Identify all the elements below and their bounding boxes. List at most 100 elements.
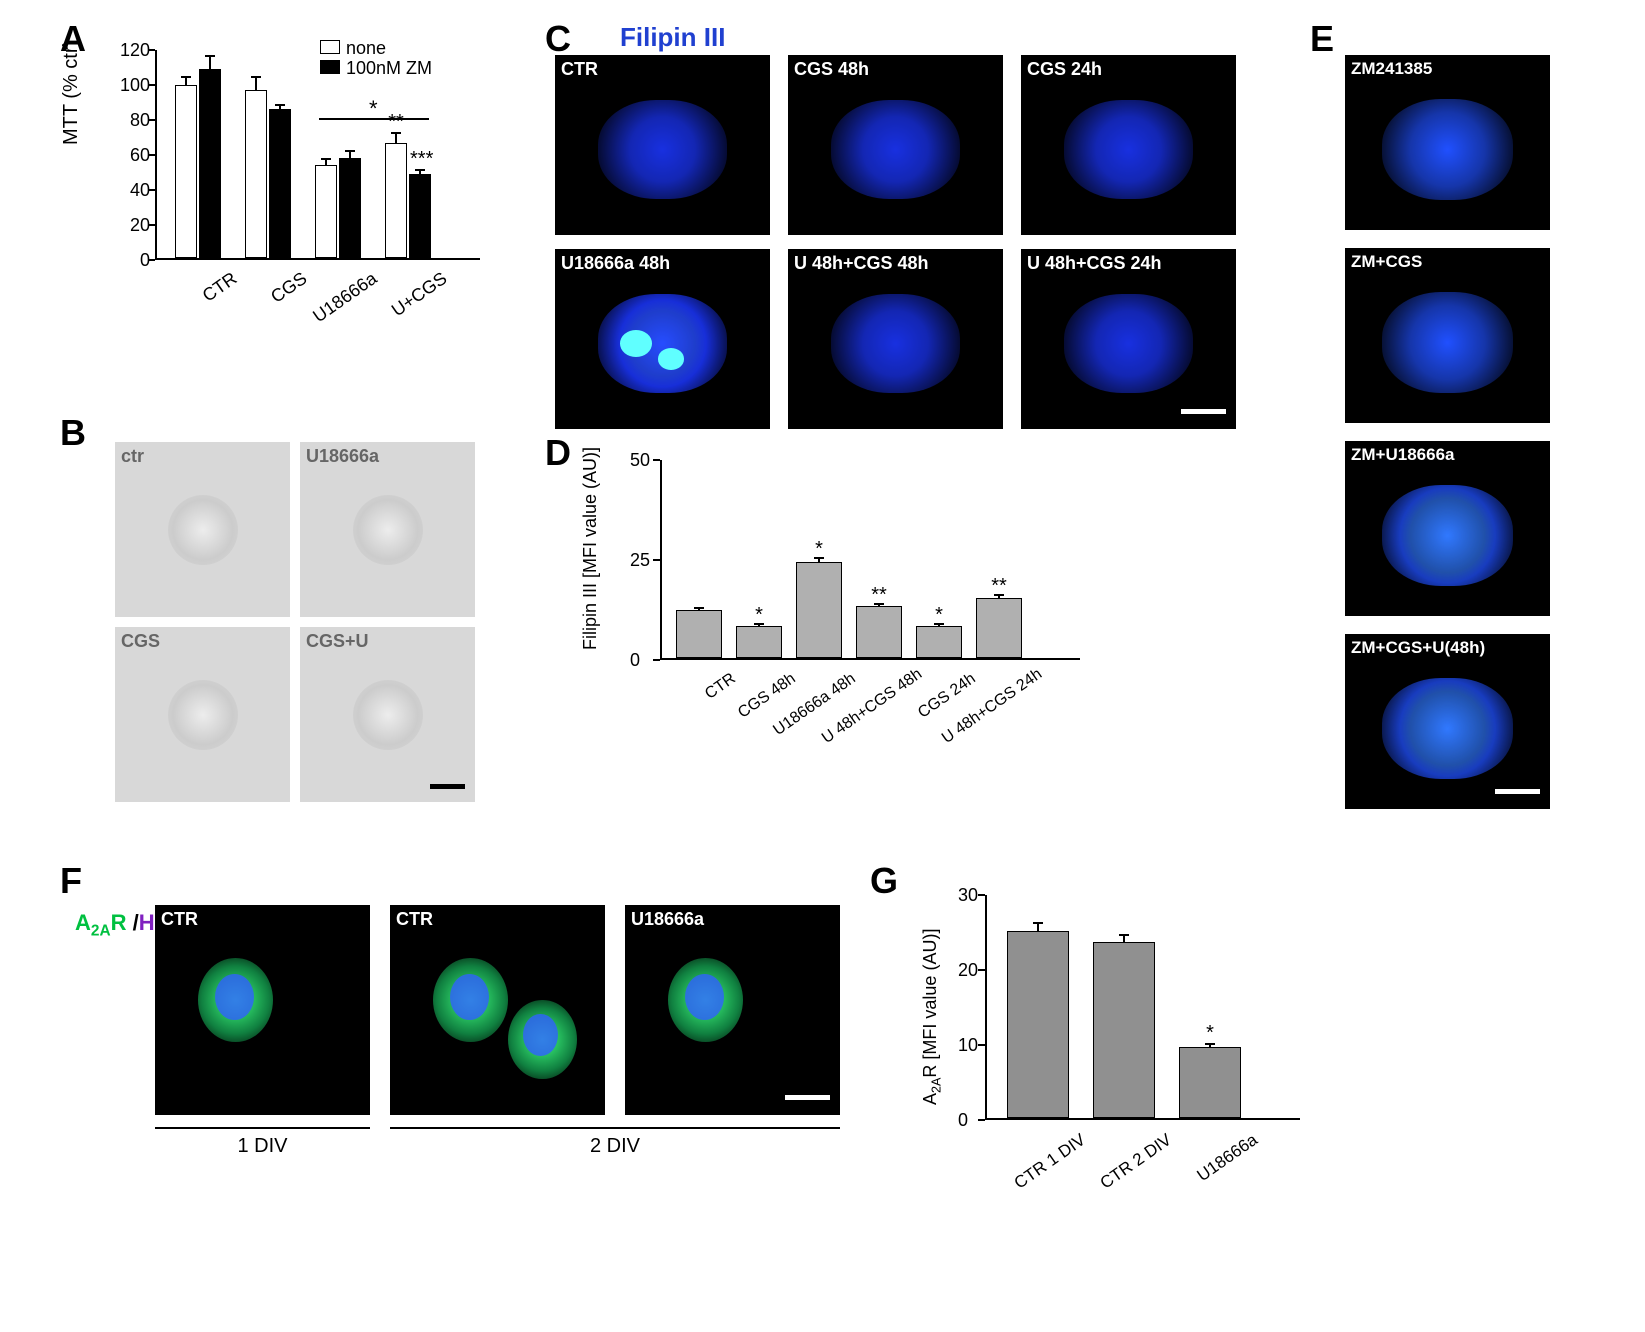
chart-g-ytick: 0 (958, 1110, 968, 1131)
chart-d-ytick: 25 (630, 550, 650, 571)
chart-d: Filipin III [MFI value (AU)] 0 25 50 * * (600, 450, 1100, 770)
panel-e-image-label: ZM+U18666a (1351, 445, 1454, 465)
panel-c-image: U 48h+CGS 48h (788, 249, 1003, 429)
chart-d-bar (676, 610, 722, 658)
panel-c-image-label: U 48h+CGS 24h (1027, 253, 1162, 274)
panel-b-grid: ctr U18666a CGS CGS+U (115, 442, 485, 812)
chart-d-ylabel: Filipin III [MFI value (AU)] (580, 447, 601, 650)
chart-a-ytick: 20 (130, 215, 150, 236)
panel-f-image: U18666a (625, 905, 840, 1115)
panel-c-grid: CTR CGS 48h CGS 24h U18666a 48h U 48h+CG… (555, 55, 1245, 435)
chart-a-sig: *** (410, 148, 430, 171)
chart-d-bar: * (916, 626, 962, 658)
chart-a-ytick: 60 (130, 145, 150, 166)
panel-f-scale-bar (785, 1095, 830, 1100)
panel-e-scale-bar (1495, 789, 1540, 794)
panel-e-image: ZM+CGS+U(48h) (1345, 634, 1550, 809)
chart-a-bar (199, 69, 221, 258)
panel-e-image: ZM+CGS (1345, 248, 1550, 423)
panel-b-image: ctr (115, 442, 290, 617)
chart-d-sig: * (737, 604, 781, 627)
panel-c-scale-bar (1181, 409, 1226, 414)
chart-d-sig: * (917, 604, 961, 627)
panel-e-image-label: ZM+CGS+U(48h) (1351, 638, 1485, 658)
panel-e-image: ZM+U18666a (1345, 441, 1550, 616)
chart-g-ytick: 30 (958, 885, 978, 906)
panel-b-image: CGS (115, 627, 290, 802)
panel-label-f: F (60, 860, 82, 902)
chart-a-xtick: U18666a (303, 268, 381, 331)
panel-label-d: D (545, 432, 571, 474)
chart-a-xtick: U+CGS (373, 268, 451, 331)
chart-a-ytick: 120 (120, 40, 150, 61)
panel-c-image-label: CGS 48h (794, 59, 869, 80)
panel-c-image: U18666a 48h (555, 249, 770, 429)
chart-a-bar (175, 85, 197, 258)
panel-label-g: G (870, 860, 898, 902)
panel-c-image: CGS 48h (788, 55, 1003, 235)
chart-a-xtick: CTR (163, 268, 241, 331)
panel-label-c: C (545, 18, 571, 60)
panel-e-image: ZM241385 (1345, 55, 1550, 230)
panel-f-image: CTR (390, 905, 605, 1115)
chart-d-plot: * * ** * ** (662, 460, 1080, 658)
chart-a-ytick: 40 (130, 180, 150, 201)
panel-b-image-label: CGS+U (306, 631, 369, 652)
chart-a-bar (339, 158, 361, 258)
chart-d-ytick: 0 (630, 650, 640, 671)
chart-a-ytick: 0 (140, 250, 150, 271)
panel-c-image: CGS 24h (1021, 55, 1236, 235)
panel-b-image: U18666a (300, 442, 475, 617)
panel-label-b: B (60, 412, 86, 454)
panel-e-col: ZM241385 ZM+CGS ZM+U18666a ZM+CGS+U(48h) (1345, 55, 1555, 815)
panel-f-image-label: CTR (161, 909, 198, 930)
chart-g-bar (1007, 931, 1069, 1119)
chart-g-ylabel: A2AR [MFI value (AU)] (920, 929, 944, 1105)
panel-b-scale-bar (430, 784, 465, 789)
chart-g-ytick: 20 (958, 960, 978, 981)
chart-a-xtick: CGS (233, 268, 311, 331)
chart-d-bar: * (796, 562, 842, 658)
panel-b-image: CGS+U (300, 627, 475, 802)
panel-b-image-label: U18666a (306, 446, 379, 467)
chart-g-sig: * (1180, 1022, 1240, 1045)
chart-d-bar: ** (856, 606, 902, 658)
chart-g-xticks: CTR 1 DIVCTR 2 DIVU18666a (987, 1120, 1300, 1215)
chart-d-ytick: 50 (630, 450, 650, 471)
chart-a-ylabel: MTT (% ctr) (60, 40, 83, 145)
chart-a-ytick: 100 (120, 75, 150, 96)
panel-f-image-label: CTR (396, 909, 433, 930)
panel-b-image-label: ctr (121, 446, 144, 467)
chart-d-bar: ** (976, 598, 1022, 658)
chart-g: A2AR [MFI value (AU)] 0 10 20 30 * CTR 1… (920, 885, 1340, 1215)
panel-f-image: CTR (155, 905, 370, 1115)
chart-a-bar: ** (385, 143, 407, 259)
chart-g-xtick: CTR 2 DIV (1074, 1130, 1176, 1209)
chart-a-plot: ** *** (157, 50, 480, 258)
panel-c-image-label: U 48h+CGS 48h (794, 253, 929, 274)
chart-g-bar (1093, 942, 1155, 1118)
panel-c-image: CTR (555, 55, 770, 235)
panel-f-image-label: U18666a (631, 909, 704, 930)
chart-g-ytick: 10 (958, 1035, 978, 1056)
chart-a-bar (245, 90, 267, 258)
panel-c-image-label: U18666a 48h (561, 253, 670, 274)
panel-b-image-label: CGS (121, 631, 160, 652)
chart-a-bar (315, 165, 337, 258)
chart-a-sig: ** (386, 111, 406, 134)
chart-a-bar: *** (409, 174, 431, 258)
panel-c-image: U 48h+CGS 24h (1021, 249, 1236, 429)
panel-label-e: E (1310, 18, 1334, 60)
panel-c-title: Filipin III (620, 22, 725, 53)
panel-f-group1: 1 DIV (155, 1135, 370, 1158)
chart-d-sig: ** (857, 584, 901, 607)
chart-g-bar: * (1179, 1047, 1241, 1118)
chart-g-xtick: U18666a (1160, 1130, 1262, 1209)
panel-c-image-label: CTR (561, 59, 598, 80)
chart-a-bar (269, 109, 291, 258)
panel-e-image-label: ZM+CGS (1351, 252, 1422, 272)
panel-e-image-label: ZM241385 (1351, 59, 1432, 79)
panel-f-grid: CTR CTR U18666a 1 DIV 2 DIV (95, 905, 805, 1185)
chart-a: MTT (% ctr) 0 20 40 60 80 100 120 none 1… (100, 40, 490, 320)
chart-g-plot: * (987, 895, 1300, 1118)
